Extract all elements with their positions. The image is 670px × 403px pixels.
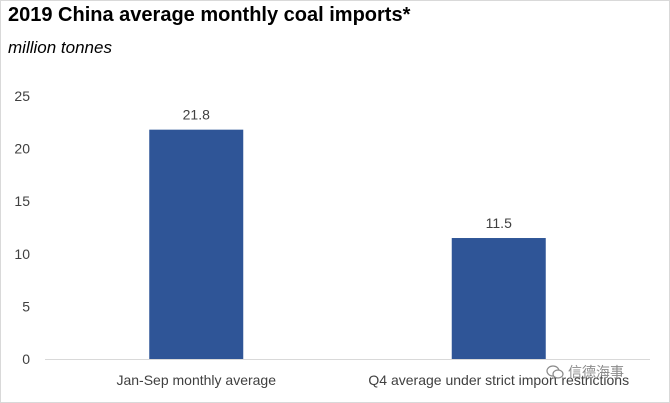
bar xyxy=(149,129,244,359)
chart-title: 2019 China average monthly coal imports* xyxy=(8,4,411,26)
y-tick-label: 5 xyxy=(22,298,30,314)
y-tick-label: 15 xyxy=(14,193,30,209)
y-tick-label: 0 xyxy=(22,351,30,367)
data-label: 21.8 xyxy=(183,107,210,123)
y-tick-label: 20 xyxy=(14,141,30,157)
bar xyxy=(451,238,546,359)
y-tick-label: 25 xyxy=(14,88,30,104)
y-tick-label: 10 xyxy=(14,246,30,262)
wechat-icon xyxy=(546,365,564,379)
data-label: 11.5 xyxy=(486,215,512,231)
x-category-label: Q4 average under strict import restricti… xyxy=(368,372,629,388)
x-category-label: Jan-Sep monthly average xyxy=(116,372,276,388)
chart-subtitle: million tonnes xyxy=(8,38,112,57)
watermark-text: 信德海事 xyxy=(568,364,624,380)
watermark: 信德海事 xyxy=(546,362,624,382)
